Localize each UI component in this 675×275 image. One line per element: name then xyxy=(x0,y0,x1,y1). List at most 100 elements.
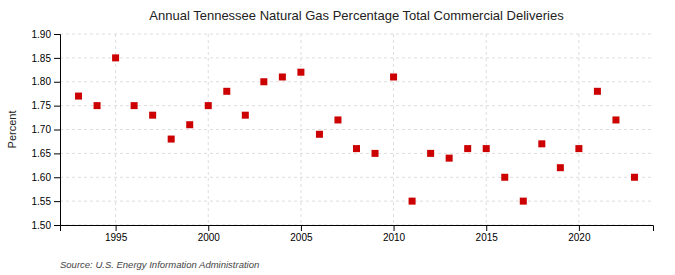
y-tick: 1.60 xyxy=(32,172,60,183)
point xyxy=(631,174,638,181)
x-tick: 1995 xyxy=(105,225,128,243)
point xyxy=(260,78,267,85)
x-tick: 2005 xyxy=(290,225,313,243)
point xyxy=(446,155,453,162)
annotation: Source: U.S. Energy Information Administ… xyxy=(60,259,259,270)
point xyxy=(557,164,564,171)
y-tick-label: 1.80 xyxy=(32,76,52,87)
x-tick-label: 2000 xyxy=(198,232,221,243)
y-tick-label: 1.65 xyxy=(32,148,52,159)
point xyxy=(242,112,249,119)
point xyxy=(334,116,341,123)
x-tick-mark xyxy=(579,225,580,231)
y-tick-mark xyxy=(54,34,60,35)
y-tick-mark xyxy=(54,153,60,154)
y-tick-mark xyxy=(54,225,60,226)
x-axis: 1995 2000 2005 2010 2015 2020 xyxy=(61,225,654,243)
y-tick: 1.55 xyxy=(32,196,60,207)
y-tick: 1.85 xyxy=(32,53,60,64)
point xyxy=(427,150,434,157)
point xyxy=(149,112,156,119)
points xyxy=(75,54,638,204)
y-tick: 1.65 xyxy=(32,148,60,159)
y-grid-line xyxy=(60,153,653,154)
x-tick: 2010 xyxy=(383,225,406,243)
y-tick-mark xyxy=(54,58,60,59)
y-tick-label: 1.75 xyxy=(32,100,52,111)
point xyxy=(520,198,527,205)
point xyxy=(372,150,379,157)
point xyxy=(538,140,545,147)
x-axis-line xyxy=(61,226,654,232)
grid xyxy=(60,34,653,225)
x-tick: 2000 xyxy=(198,225,221,243)
y-grid-line xyxy=(60,177,653,178)
y-tick-mark xyxy=(54,177,60,178)
point xyxy=(168,136,175,143)
point xyxy=(353,145,360,152)
y-grid-line xyxy=(60,57,653,58)
y-tick-mark xyxy=(54,201,60,202)
y-tick: 1.75 xyxy=(32,100,60,111)
point xyxy=(94,102,101,109)
x-grid-line xyxy=(208,34,209,225)
y-tick: 1.90 xyxy=(32,29,60,40)
chart-container: 1995 2000 2005 2010 2015 2020 1.50 1.55 1.60 1.65… xyxy=(0,0,675,275)
x-tick-mark xyxy=(116,225,117,231)
y-tick-label: 1.60 xyxy=(32,172,52,183)
y-tick-label: 1.90 xyxy=(32,29,52,40)
x-tick: 2015 xyxy=(476,225,499,243)
x-tick: 2020 xyxy=(568,225,591,243)
x-tick-mark xyxy=(394,225,395,231)
point xyxy=(409,198,416,205)
y-axis-title: Percent xyxy=(6,111,18,149)
point xyxy=(501,174,508,181)
x-tick-label: 2005 xyxy=(290,232,313,243)
y-grid-line xyxy=(60,81,653,82)
x-grid-line xyxy=(300,34,301,225)
x-tick-label: 2015 xyxy=(476,232,499,243)
y-tick-mark xyxy=(54,82,60,83)
point xyxy=(223,88,230,95)
x-tick-mark xyxy=(486,225,487,231)
x-tick-mark xyxy=(208,225,209,231)
y-tick: 1.70 xyxy=(32,124,60,135)
x-grid-line xyxy=(393,34,394,225)
point xyxy=(390,73,397,80)
point xyxy=(297,69,304,76)
point xyxy=(483,145,490,152)
y-tick-label: 1.85 xyxy=(32,53,52,64)
x-grid-line xyxy=(578,34,579,225)
point xyxy=(279,73,286,80)
x-tick-label: 2010 xyxy=(383,232,406,243)
y-tick: 1.80 xyxy=(32,76,60,87)
title: Annual Tennessee Natural Gas Percentage … xyxy=(149,8,564,23)
point xyxy=(112,54,119,61)
y-tick-label: 1.50 xyxy=(32,220,52,231)
y-axis: 1.50 1.55 1.60 1.65 1.70 1.75 1.80 1.85 1.90 xyxy=(32,29,61,231)
chart: 1995 2000 2005 2010 2015 2020 1.50 1.55 1.60 1.65… xyxy=(0,0,675,275)
point xyxy=(612,116,619,123)
point xyxy=(464,145,471,152)
point xyxy=(316,131,323,138)
y-grid-line xyxy=(60,34,653,35)
y-tick-mark xyxy=(54,106,60,107)
point xyxy=(186,121,193,128)
y-grid-line xyxy=(60,105,653,106)
x-grid-line xyxy=(115,34,116,225)
point xyxy=(131,102,138,109)
x-grid-line xyxy=(486,34,487,225)
x-tick-mark xyxy=(301,225,302,231)
y-grid-line xyxy=(60,201,653,202)
point xyxy=(594,88,601,95)
y-tick-mark xyxy=(54,130,60,131)
point xyxy=(575,145,582,152)
y-tick-label: 1.70 xyxy=(32,124,52,135)
y-tick-label: 1.55 xyxy=(32,196,52,207)
x-tick-label: 1995 xyxy=(105,232,128,243)
y-grid-line xyxy=(60,129,653,130)
point xyxy=(75,93,82,100)
x-tick-label: 2020 xyxy=(568,232,591,243)
point xyxy=(205,102,212,109)
y-axis-line xyxy=(54,35,61,226)
